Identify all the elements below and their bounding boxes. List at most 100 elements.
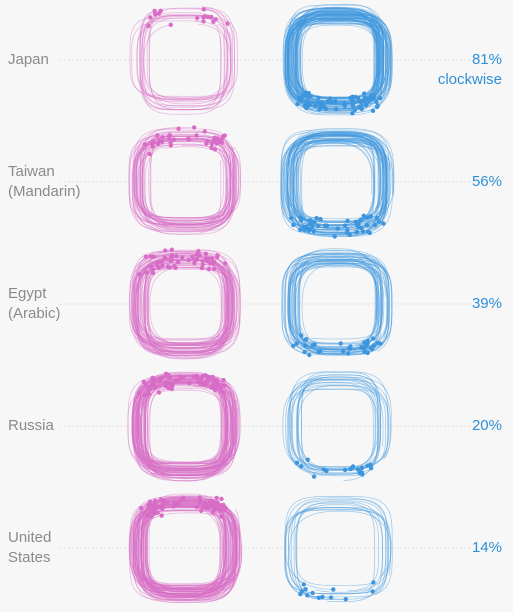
- drawn-circle-stroke: [295, 501, 384, 603]
- drawn-circle-stroke: [286, 138, 392, 222]
- drawn-circle-stroke: [288, 4, 384, 110]
- drawn-circle-stroke: [149, 388, 228, 470]
- drawn-circle-stroke: [300, 132, 379, 234]
- drawn-circle-stroke: [293, 250, 377, 351]
- drawn-circle-stroke: [128, 133, 235, 232]
- drawn-circle-stroke: [300, 14, 378, 98]
- drawn-circle-stroke: [143, 260, 233, 347]
- stroke-start-dot: [362, 91, 367, 96]
- drawn-circle-stroke: [288, 258, 390, 355]
- stroke-start-dot: [156, 378, 162, 384]
- drawn-circle-stroke: [288, 137, 384, 222]
- drawn-circle-stroke: [142, 376, 231, 476]
- drawn-circle-stroke: [287, 262, 384, 340]
- stroke-start-dot: [368, 466, 374, 471]
- stroke-start-dot: [169, 253, 175, 258]
- stroke-start-dot: [146, 23, 151, 29]
- drawn-circle-stroke: [143, 15, 228, 99]
- drawn-circle-stroke: [281, 256, 390, 356]
- drawn-circle-stroke: [133, 260, 235, 352]
- drawn-circle-stroke: [286, 144, 394, 223]
- drawn-circle-stroke: [142, 501, 221, 598]
- drawn-circle-stroke: [140, 136, 232, 227]
- stroke-start-dot: [180, 255, 185, 260]
- drawn-circle-stroke: [137, 378, 226, 472]
- stroke-start-dot: [167, 133, 172, 138]
- drawn-circle-stroke: [131, 373, 239, 476]
- stroke-start-dot: [315, 100, 321, 105]
- drawn-circle-stroke: [139, 131, 236, 228]
- drawn-circle-stroke: [285, 137, 382, 222]
- stroke-start-dot: [365, 463, 370, 468]
- drawn-circle-stroke: [141, 138, 237, 226]
- stroke-start-dot: [161, 498, 166, 503]
- drawn-circle-stroke: [142, 131, 234, 231]
- stroke-start-dot: [303, 587, 308, 592]
- drawn-circle-stroke: [289, 15, 381, 103]
- drawn-circle-stroke: [293, 498, 388, 599]
- drawn-circle-stroke: [140, 502, 238, 592]
- drawn-circle-stroke: [291, 14, 390, 98]
- drawn-circle-stroke: [145, 261, 232, 345]
- stroke-start-dot: [310, 590, 315, 596]
- drawn-circle-stroke: [289, 132, 387, 234]
- drawn-circle-stroke: [143, 251, 230, 354]
- stroke-start-dot: [298, 95, 303, 100]
- stroke-start-dot: [342, 467, 348, 473]
- stroke-start-dot: [365, 338, 370, 344]
- drawn-circle-stroke: [144, 505, 223, 588]
- drawn-circle-stroke: [135, 376, 232, 481]
- stroke-start-dot: [206, 266, 212, 272]
- drawn-circle-stroke: [133, 374, 233, 472]
- stroke-start-dot: [298, 591, 303, 597]
- stroke-start-dot: [209, 141, 214, 147]
- stroke-start-dot: [307, 218, 312, 223]
- drawn-circle-stroke: [297, 384, 379, 470]
- stroke-start-dot: [151, 140, 156, 145]
- drawn-circle-stroke: [294, 7, 379, 110]
- drawn-circle-stroke: [284, 504, 392, 590]
- drawn-circle-stroke: [142, 498, 227, 595]
- drawn-circle-stroke: [136, 137, 230, 219]
- drawn-circle-stroke: [137, 385, 225, 463]
- drawn-circle-stroke: [140, 499, 232, 591]
- counterclockwise-drawings: [128, 125, 241, 235]
- drawn-circle-stroke: [294, 14, 387, 113]
- drawn-circle-stroke: [301, 17, 380, 105]
- drawn-circle-stroke: [133, 128, 235, 230]
- drawn-circle-stroke: [297, 139, 376, 220]
- drawn-circle-stroke: [292, 21, 379, 100]
- drawn-circle-stroke: [132, 504, 240, 588]
- drawn-circle-stroke: [131, 385, 235, 465]
- drawn-circle-stroke: [286, 17, 387, 103]
- drawn-circle-stroke: [133, 134, 240, 226]
- drawn-circle-stroke: [286, 384, 384, 476]
- stroke-start-dot: [143, 382, 149, 388]
- drawn-circle-stroke: [291, 252, 382, 356]
- drawn-circle-stroke: [295, 261, 379, 350]
- clockwise-percent-label: 14%: [471, 539, 502, 556]
- drawn-circle-stroke: [285, 132, 391, 231]
- drawn-circle-stroke: [295, 19, 384, 103]
- drawn-circle-stroke: [131, 385, 231, 463]
- drawn-circle-stroke: [147, 380, 227, 467]
- stroke-start-dot: [205, 139, 210, 144]
- drawn-circle-stroke: [131, 384, 233, 475]
- stroke-start-dot: [202, 129, 207, 134]
- stroke-start-dot: [299, 333, 304, 338]
- stroke-start-dot: [299, 464, 304, 469]
- drawn-circle-stroke: [136, 20, 228, 101]
- stroke-start-dot: [323, 106, 328, 112]
- stroke-start-dot: [155, 133, 160, 138]
- drawn-circle-stroke: [294, 248, 377, 353]
- drawn-circle-stroke: [137, 502, 241, 596]
- drawn-circle-stroke: [287, 507, 383, 595]
- drawn-circle-stroke: [136, 497, 237, 596]
- drawn-circle-stroke: [281, 133, 387, 235]
- stroke-start-dot: [150, 378, 155, 383]
- stroke-start-dot: [153, 12, 158, 17]
- drawn-circle-stroke: [146, 17, 232, 100]
- stroke-start-dot: [147, 151, 152, 157]
- drawn-circle-stroke: [137, 259, 226, 357]
